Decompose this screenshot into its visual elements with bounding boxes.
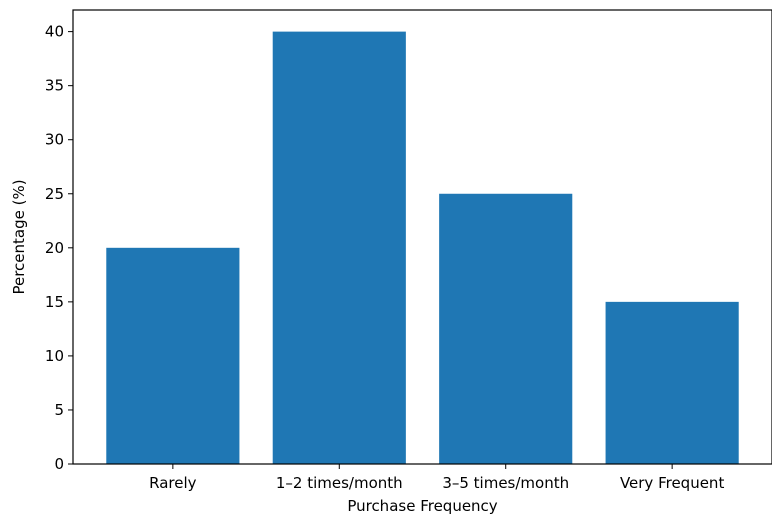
plot-frame: [72, 9, 772, 465]
y-tick-label: 0: [54, 455, 64, 473]
bar-0: [106, 247, 240, 464]
x-tick-label: 3–5 times/month: [442, 474, 569, 492]
bars-group: [106, 31, 739, 464]
y-tick-label: 40: [45, 23, 64, 41]
y-tick-label: 25: [45, 185, 64, 203]
y-axis: 0 5 10 15 20 25 30 35 40: [45, 23, 73, 473]
bar-1: [272, 31, 406, 464]
y-tick-label: 5: [54, 401, 64, 419]
bar-3: [605, 301, 739, 464]
y-axis-label: Percentage (%): [10, 179, 28, 294]
x-axis: Rarely 1–2 times/month 3–5 times/month Very…: [149, 464, 724, 492]
y-tick-label: 30: [45, 131, 64, 149]
x-tick-label: 1–2 times/month: [276, 474, 403, 492]
y-tick-label: 10: [45, 347, 64, 365]
y-tick-label: 15: [45, 293, 64, 311]
x-tick-label: Very Frequent: [620, 474, 725, 492]
bar-2: [439, 193, 573, 464]
y-tick-label: 20: [45, 239, 64, 257]
y-tick-label: 35: [45, 77, 64, 95]
x-axis-label: Purchase Frequency: [347, 497, 497, 515]
x-tick-label: Rarely: [149, 474, 197, 492]
